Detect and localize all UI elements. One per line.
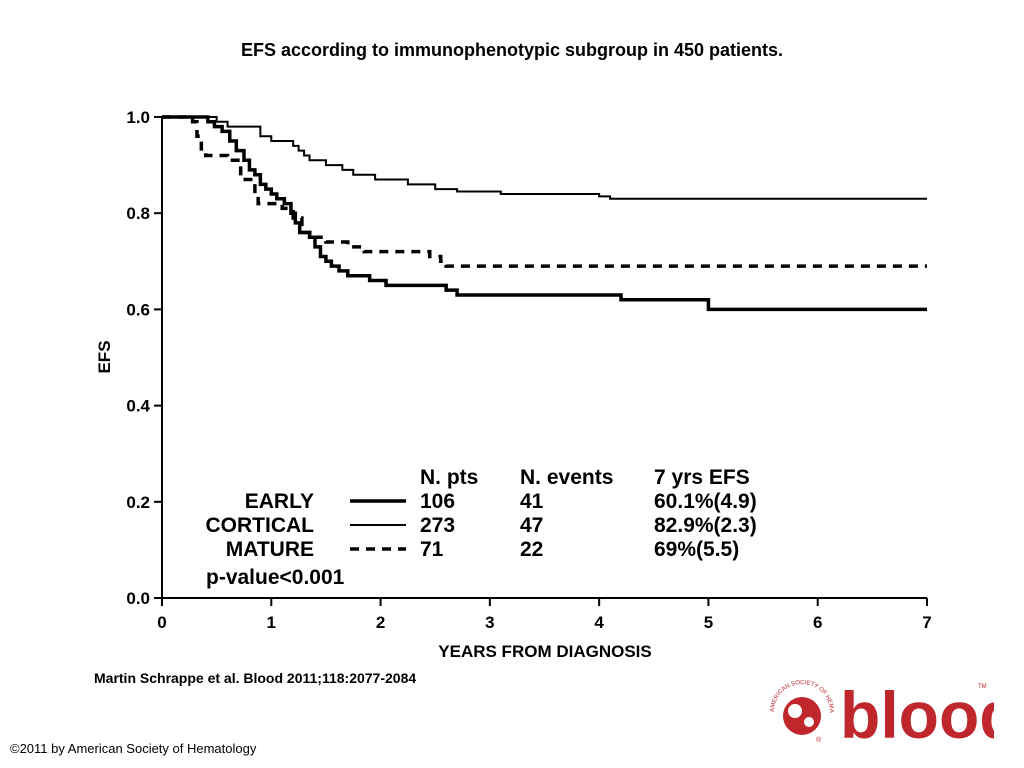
- legend-header: 7 yrs EFS: [654, 466, 750, 489]
- y-tick-label: 0.8: [126, 204, 150, 223]
- chart-axes: 0.0 0.2 0.4 0.6 0.8 1.0 0 1 2 3 4 5 6 7 YEARS FROM DIA…: [95, 108, 932, 661]
- x-tick-label: 4: [594, 613, 604, 632]
- citation: Martin Schrappe et al. Blood 2011;118:20…: [94, 670, 417, 686]
- legend-row-name: MATURE: [226, 538, 314, 561]
- legend-n-pts: 273: [420, 514, 455, 537]
- legend-n-events: 47: [520, 514, 543, 537]
- y-axis-label: EFS: [95, 340, 114, 373]
- survival-curves: [162, 115, 927, 312]
- chart-legend: N. pts N. events 7 yrs EFS EARLY 106 41 60.1%(…: [206, 466, 757, 589]
- x-tick-label: 5: [704, 613, 713, 632]
- legend-header: N. pts: [420, 466, 478, 489]
- logo-registered: ®: [816, 736, 822, 744]
- legend-n-pts: 71: [420, 538, 444, 561]
- x-tick-label: 0: [157, 613, 166, 632]
- legend-row-name: CORTICAL: [206, 514, 315, 537]
- y-tick-label: 1.0: [126, 108, 150, 127]
- y-tick-label: 0.6: [126, 300, 150, 319]
- legend-n-events: 41: [520, 490, 544, 513]
- logo-wordmark: blood: [840, 678, 994, 748]
- y-tick-label: 0.0: [126, 589, 150, 608]
- legend-row-name: EARLY: [245, 490, 314, 513]
- legend-n-pts: 106: [420, 490, 455, 513]
- series-line-early: [162, 115, 927, 312]
- x-tick-label: 6: [813, 613, 822, 632]
- x-tick-label: 3: [485, 613, 494, 632]
- legend-efs: 82.9%(2.3): [654, 514, 757, 537]
- y-tick-label: 0.4: [126, 397, 150, 416]
- blood-drop-icon: [783, 697, 821, 735]
- page-title: EFS according to immunophenotypic subgro…: [240, 40, 784, 60]
- cell-icon: [788, 704, 802, 718]
- legend-efs: 69%(5.5): [654, 538, 739, 561]
- x-axis-label: YEARS FROM DIAGNOSIS: [438, 642, 651, 661]
- cell-icon: [804, 717, 814, 727]
- series-line-mature: [162, 115, 927, 268]
- legend-n-events: 22: [520, 538, 543, 561]
- x-tick-label: 1: [267, 613, 276, 632]
- copyright: ©2011 by American Society of Hematology: [10, 741, 257, 756]
- legend-efs: 60.1%(4.9): [654, 490, 757, 513]
- x-tick-label: 7: [922, 613, 931, 632]
- y-tick-label: 0.2: [126, 493, 150, 512]
- series-line-cortical: [162, 116, 927, 200]
- p-value-label: p-value<0.001: [206, 566, 345, 589]
- blood-logo: AMERICAN SOCIETY OF HEMATOLOGY blood TM …: [764, 672, 994, 748]
- legend-header: N. events: [520, 466, 613, 489]
- logo-trademark: TM: [978, 684, 987, 690]
- x-tick-label: 2: [376, 613, 385, 632]
